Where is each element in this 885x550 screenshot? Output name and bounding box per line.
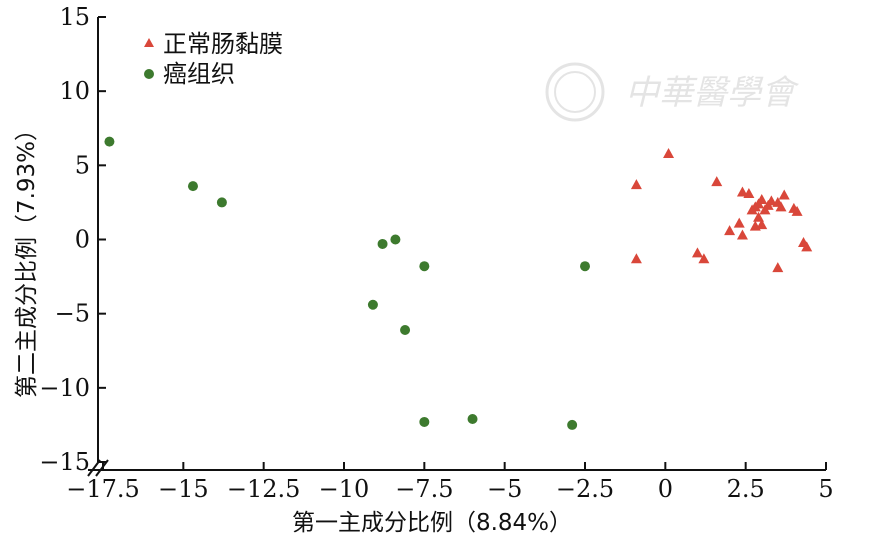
- point-cancer-tissue: [187, 181, 198, 192]
- point-cancer-tissue: [467, 413, 478, 424]
- point-normal-mucosa: [630, 179, 642, 190]
- point-cancer-tissue: [419, 261, 430, 272]
- point-cancer-tissue: [104, 136, 115, 147]
- point-normal-mucosa: [733, 217, 745, 228]
- point-normal-mucosa: [746, 204, 758, 215]
- x-tick-label: −17.5: [66, 475, 140, 503]
- point-normal-mucosa: [791, 205, 803, 216]
- x-tick-label: −2.5: [556, 475, 614, 503]
- x-tick-label: −7.5: [395, 475, 453, 503]
- point-cancer-tissue: [216, 197, 227, 208]
- x-ticks: −17.5 −15 −12.5 −10 −7.5 −5 −2.5 0 2.5 5: [66, 462, 834, 503]
- point-cancer-tissue: [367, 299, 378, 310]
- y-tick-label: −5: [55, 300, 90, 328]
- point-normal-mucosa: [736, 229, 748, 240]
- watermark-seal: [545, 62, 605, 122]
- point-normal-mucosa: [630, 253, 642, 264]
- point-normal-mucosa: [698, 253, 710, 264]
- x-tick-label: 0: [658, 475, 673, 503]
- watermark-text: 中華醫學會: [625, 73, 800, 113]
- point-cancer-tissue: [390, 234, 401, 245]
- point-cancer-tissue: [580, 261, 590, 272]
- watermark-seal-inner: [554, 71, 596, 113]
- y-tick-label: 10: [59, 77, 90, 105]
- x-tick-label: −5: [487, 475, 522, 503]
- y-tick-label: 0: [75, 226, 90, 254]
- point-normal-mucosa: [756, 219, 768, 230]
- x-tick-label: 2.5: [727, 475, 765, 503]
- x-tick-label: −15: [158, 475, 209, 503]
- point-normal-mucosa: [743, 188, 755, 199]
- point-normal-mucosa: [753, 211, 765, 222]
- point-cancer-tissue: [567, 419, 578, 430]
- y-tick-label: 15: [59, 3, 90, 31]
- x-tick-label: 5: [818, 475, 833, 503]
- y-tick-label: −10: [39, 374, 90, 402]
- point-normal-mucosa: [772, 262, 784, 273]
- y-tick-label: −15: [39, 448, 90, 476]
- x-tick-label: −10: [319, 475, 370, 503]
- x-axis-title: 第一主成分比例（8.84%）: [292, 510, 572, 536]
- legend: 正常肠黏膜 癌组织: [144, 30, 283, 88]
- legend-marker-normal: [144, 38, 154, 47]
- point-normal-mucosa: [663, 147, 675, 158]
- y-ticks: 15 10 5 0 −5 −10 −15: [39, 3, 106, 476]
- watermark: 中華醫學會: [545, 62, 800, 122]
- y-tick-label: 5: [75, 151, 90, 179]
- point-normal-mucosa: [778, 189, 790, 200]
- point-normal-mucosa: [801, 241, 813, 252]
- point-normal-mucosa: [736, 186, 748, 197]
- point-normal-mucosa: [711, 176, 723, 187]
- x-tick-label: −12.5: [227, 475, 301, 503]
- legend-marker-cancer: [144, 69, 154, 79]
- point-cancer-tissue: [377, 238, 388, 249]
- point-normal-mucosa: [775, 201, 787, 212]
- point-normal-mucosa: [691, 247, 703, 258]
- legend-label-cancer: 癌组织: [163, 60, 235, 88]
- y-axis-title: 第二主成分比例（7.93%）: [14, 118, 40, 398]
- point-cancer-tissue: [400, 324, 411, 335]
- point-cancer-tissue: [419, 416, 430, 427]
- data-points: [104, 136, 813, 430]
- point-normal-mucosa: [724, 225, 736, 236]
- point-normal-mucosa: [759, 204, 771, 215]
- legend-label-normal: 正常肠黏膜: [163, 30, 283, 58]
